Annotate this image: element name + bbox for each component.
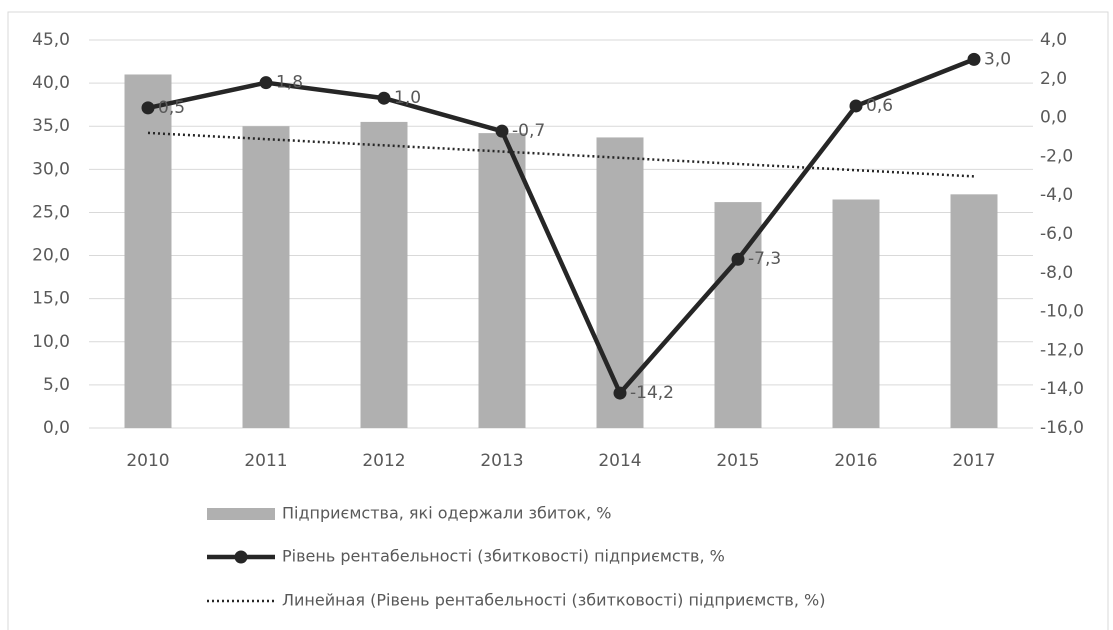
x-tick-label: 2010 [126, 451, 169, 471]
data-label: 0,5 [158, 98, 185, 118]
y2-tick-label: -2,0 [1040, 146, 1073, 166]
legend-label: Линейная (Рівень рентабельності (збитков… [282, 591, 825, 610]
chart-frame [7, 11, 1109, 630]
bar [478, 133, 526, 428]
legend-marker [234, 550, 248, 564]
y-tick-label: 40,0 [32, 73, 70, 93]
legend-label: Підприємства, які одержали збиток, % [282, 504, 611, 523]
y2-tick-label: -8,0 [1040, 263, 1073, 283]
y2-tick-label: -10,0 [1040, 302, 1084, 322]
marker [259, 76, 273, 90]
line [147, 57, 975, 396]
marker [141, 101, 155, 115]
y2-tick-label: -12,0 [1040, 340, 1084, 360]
marker [613, 386, 627, 400]
bar [360, 121, 408, 429]
y-tick-label: 45,0 [32, 30, 70, 50]
y-tick-label: 35,0 [32, 116, 70, 136]
data-label: -14,2 [630, 383, 674, 403]
y2-tick-label: -14,0 [1040, 379, 1084, 399]
y2-tick-label: -6,0 [1040, 224, 1073, 244]
x-tick-label: 2011 [244, 451, 287, 471]
y-tick-label: 0,0 [43, 418, 70, 438]
x-tick-label: 2016 [834, 451, 877, 471]
y-tick-label: 30,0 [32, 159, 70, 179]
legend-label: Рівень рентабельності (збитковості) підп… [282, 547, 725, 566]
data-label: -0,7 [512, 121, 545, 141]
y2-tick-label: 2,0 [1040, 69, 1067, 89]
marker [731, 252, 745, 266]
y-tick-label: 20,0 [32, 246, 70, 266]
x-tick-label: 2012 [362, 451, 405, 471]
y-tick-label: 15,0 [32, 289, 70, 309]
x-tick-label: 2013 [480, 451, 523, 471]
y2-tick-label: -4,0 [1040, 185, 1073, 205]
x-tick-label: 2014 [598, 451, 641, 471]
bar [832, 199, 880, 428]
marker [967, 52, 981, 66]
marker [849, 99, 863, 113]
x-tick-label: 2015 [716, 451, 759, 471]
data-label: -7,3 [748, 249, 781, 269]
marker [495, 124, 509, 138]
y-tick-label: 10,0 [32, 332, 70, 352]
bar [124, 74, 172, 428]
x-tick-label: 2017 [952, 451, 995, 471]
y-tick-label: 5,0 [43, 375, 70, 395]
marker [377, 91, 391, 105]
y2-tick-label: 4,0 [1040, 30, 1067, 50]
data-label: 1,0 [394, 88, 421, 108]
data-label: 3,0 [984, 49, 1011, 69]
y-tick-label: 25,0 [32, 202, 70, 222]
bar [950, 194, 998, 428]
legend-swatch [207, 508, 275, 520]
bar [242, 126, 290, 428]
data-label: 0,6 [866, 96, 893, 116]
y2-tick-label: -16,0 [1040, 418, 1084, 438]
data-label: 1,8 [276, 73, 303, 93]
bar [596, 137, 644, 429]
y2-tick-label: 0,0 [1040, 108, 1067, 128]
